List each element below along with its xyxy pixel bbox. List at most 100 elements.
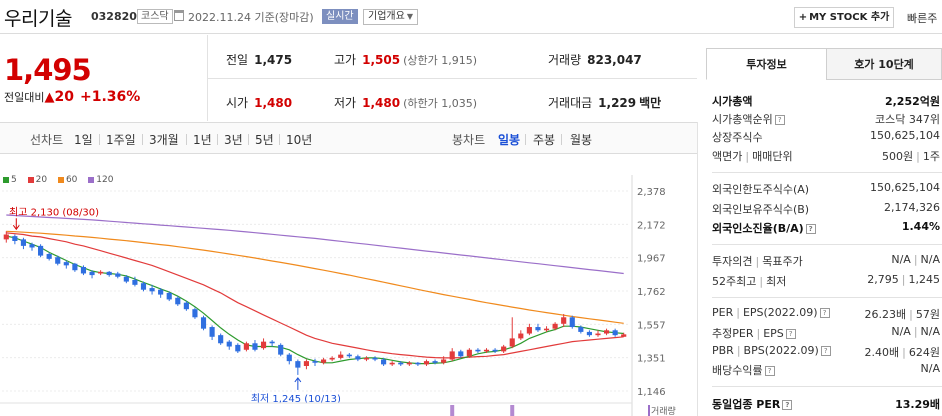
par-value: 500원 xyxy=(882,150,914,163)
high-annotation: 최고 2,130 (08/30) xyxy=(9,206,99,218)
par-label: 액면가 xyxy=(712,150,743,163)
foreign-hold-row: 외국인보유주식수(B) 2,174,326 xyxy=(712,201,942,219)
candle-body xyxy=(612,330,618,336)
price-change: 전일대비▲20 +1.36% xyxy=(4,89,140,105)
period-1d[interactable]: 1일 xyxy=(74,133,93,147)
candle-body xyxy=(175,297,181,305)
candle-body xyxy=(363,357,370,360)
candle-body xyxy=(55,257,61,264)
help-icon[interactable]: ? xyxy=(819,308,830,318)
divider xyxy=(217,134,218,145)
divider xyxy=(186,134,187,145)
w52-row: 52주최고 | 최저 2,795 | 1,245 xyxy=(712,273,941,288)
unit-label: 매매단위 xyxy=(752,150,793,163)
help-icon[interactable]: ? xyxy=(785,329,796,339)
prev-close-value: 1,475 xyxy=(254,53,293,67)
candle-body xyxy=(89,271,95,276)
candle-body xyxy=(338,354,344,358)
trade-amount: 거래대금 1,229 백만 xyxy=(548,94,661,111)
candle-body xyxy=(226,341,232,347)
divider xyxy=(712,386,942,387)
candle-body xyxy=(3,234,9,240)
quick-link[interactable]: 빠른주 xyxy=(907,12,938,25)
ma5-line xyxy=(6,235,624,365)
company-overview-select[interactable]: 기업개요 ▼ xyxy=(363,9,418,25)
period-3m[interactable]: 3개월 xyxy=(149,133,179,147)
candle-body xyxy=(466,349,472,357)
legend-ma120-label: 120 xyxy=(96,175,114,185)
candle-body xyxy=(569,317,575,328)
candle-body xyxy=(389,362,395,365)
tab-invest-info[interactable]: 투자정보 xyxy=(706,48,827,80)
line-chart-label: 선차트 xyxy=(30,133,64,147)
period-3y[interactable]: 3년 xyxy=(224,133,243,147)
candle-body xyxy=(46,253,52,259)
candle-chart-label: 봉차트 xyxy=(452,133,486,147)
foreign-limit-row: 외국인한도주식수(A) 150,625,104 xyxy=(712,181,942,199)
candle-body xyxy=(312,361,318,363)
tab-orderbook[interactable]: 호가 10단계 xyxy=(826,48,942,80)
pbr-label: PBR xyxy=(712,344,734,357)
help-icon[interactable]: ? xyxy=(764,366,775,376)
change-percent: +1.36% xyxy=(79,89,141,105)
help-icon[interactable]: ? xyxy=(774,115,785,125)
legend-ma60-label: 60 xyxy=(65,175,78,185)
cap-rank-value: 코스닥 347위 xyxy=(875,113,940,126)
candle-body xyxy=(415,362,421,365)
legend-ma20-label: 20 xyxy=(35,175,48,185)
w52-high-label: 52주최고 xyxy=(712,275,757,288)
candle-body xyxy=(303,361,309,366)
company-name: 우리기술 xyxy=(4,8,72,30)
candle-body xyxy=(183,302,189,310)
period-daily[interactable]: 일봉 xyxy=(498,133,521,147)
candle-body xyxy=(578,327,584,332)
candle-body xyxy=(98,271,104,274)
candle-body xyxy=(552,323,558,329)
volume-label: 거래량 xyxy=(651,405,676,416)
help-icon[interactable]: ? xyxy=(805,224,816,234)
open-label: 시가 xyxy=(226,96,249,110)
candle-body xyxy=(278,344,284,355)
period-weekly[interactable]: 주봉 xyxy=(533,133,556,147)
candle-body xyxy=(140,283,147,290)
volume-value: 823,047 xyxy=(587,53,642,67)
stock-code: 032820 xyxy=(91,10,137,23)
period-5y[interactable]: 5년 xyxy=(255,133,274,147)
candle-body xyxy=(621,334,627,337)
chart-period-bar: 선차트 1일 1주일 3개월 1년 3년 5년 10년 봉차트 일봉 주봉 월봉 xyxy=(0,122,697,154)
bps-label: BPS(2022.09) xyxy=(743,344,819,357)
period-1w[interactable]: 1주일 xyxy=(106,133,136,147)
volume-bar xyxy=(510,405,515,416)
realtime-button[interactable]: 실시간 xyxy=(322,9,358,24)
candle-body xyxy=(20,239,27,246)
est-eps-value: N/A xyxy=(920,325,940,338)
w52-low-value: 1,245 xyxy=(908,273,941,286)
dividend-label: 배당수익률 xyxy=(712,364,763,377)
candle-body xyxy=(158,289,164,295)
candle-body xyxy=(501,346,507,352)
period-monthly[interactable]: 월봉 xyxy=(570,133,593,147)
par-unit-row: 액면가 | 매매단위 500원 | 1주 xyxy=(712,150,940,163)
candle-body xyxy=(286,354,292,362)
help-icon[interactable]: ? xyxy=(782,400,793,410)
period-10y[interactable]: 10년 xyxy=(286,133,313,147)
low-label: 저가 xyxy=(334,96,357,110)
divider xyxy=(525,134,526,145)
candle-body xyxy=(149,288,155,292)
high-arrow-head xyxy=(12,224,20,231)
ma60-line xyxy=(6,230,624,324)
divider xyxy=(712,244,942,245)
add-mystock-button[interactable]: + MY STOCK 추가 xyxy=(794,7,894,28)
market-cap-row: 시가총액 2,252억원 xyxy=(712,93,942,111)
candle-body xyxy=(235,344,241,352)
candle-body xyxy=(38,245,44,256)
help-icon[interactable]: ? xyxy=(820,346,831,356)
cap-rank-row: 시가총액순위? 코스닥 347위 xyxy=(712,111,942,129)
price-chart[interactable]: 5 20 60 120 2,378 2,172 1,967 1,762 1,557 1,3… xyxy=(0,155,697,416)
lower-limit-label: 하한가 xyxy=(407,97,438,110)
period-1y[interactable]: 1년 xyxy=(193,133,212,147)
w52-high-value: 2,795 xyxy=(867,273,899,286)
candle-body xyxy=(260,341,267,349)
candle-body xyxy=(526,327,532,334)
low-value: 1,480 xyxy=(362,96,401,110)
